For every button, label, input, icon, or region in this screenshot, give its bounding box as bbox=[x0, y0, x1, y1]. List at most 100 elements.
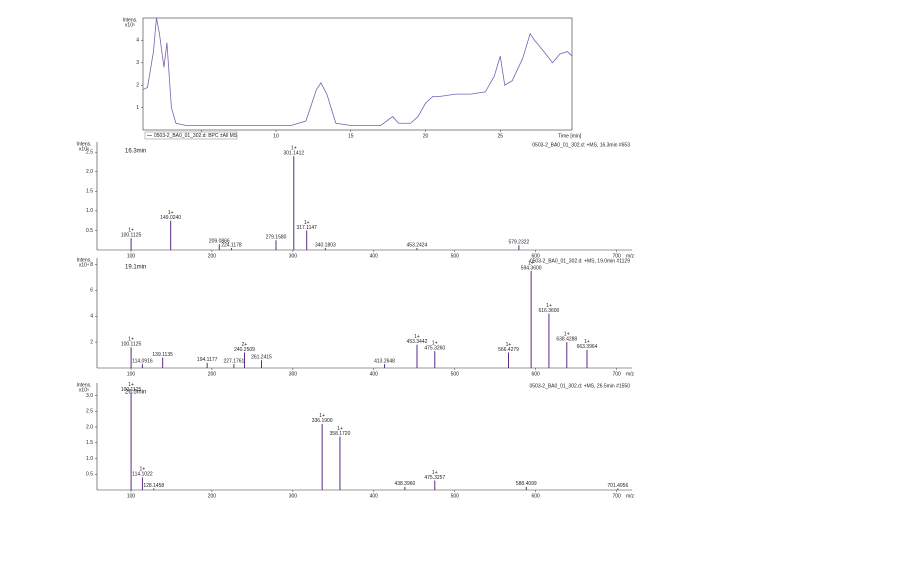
x-tick-label: 15 bbox=[348, 133, 354, 139]
x-tick-label: 700 bbox=[612, 371, 621, 377]
x-tick-label: 600 bbox=[532, 493, 541, 499]
y-tick-label: 1 bbox=[136, 105, 139, 111]
x-axis-label: m/z bbox=[626, 493, 635, 499]
peak-label: 340.1803 bbox=[315, 242, 336, 248]
peak-label: 594.3600 bbox=[521, 265, 542, 271]
peak-label: 588.4099 bbox=[516, 481, 537, 487]
charge-label: 1+ bbox=[432, 470, 438, 476]
peak-label: 194.1177 bbox=[197, 357, 218, 363]
x-tick-label: 300 bbox=[289, 493, 298, 499]
y-axis-unit: x10⁵ bbox=[125, 22, 135, 28]
x-tick-label: 700 bbox=[612, 253, 621, 259]
peak-label: 475.3257 bbox=[424, 475, 445, 481]
spectrum-header: 0503-2_BA0_01_302.d: +MS, 16.3min #653 bbox=[532, 142, 630, 148]
x-tick-label: 200 bbox=[208, 253, 217, 259]
y-tick-label: 4 bbox=[136, 38, 139, 44]
peak-label: 663.3964 bbox=[577, 344, 598, 350]
y-tick-label: 4 bbox=[90, 314, 93, 320]
charge-label: 1+ bbox=[337, 426, 343, 432]
peak-label: 358.1720 bbox=[330, 431, 351, 437]
peak-label: 438.3960 bbox=[394, 481, 415, 487]
peak-label: 279.1580 bbox=[266, 235, 287, 241]
y-tick-label: 0.5 bbox=[86, 472, 93, 478]
peak-label: 475.3260 bbox=[424, 346, 445, 352]
y-tick-label: 2 bbox=[90, 339, 93, 345]
charge-label: 1+ bbox=[140, 467, 146, 473]
x-tick-label: 600 bbox=[532, 253, 541, 259]
peak-label: 224.1178 bbox=[221, 242, 242, 248]
y-tick-label: 2.0 bbox=[86, 169, 93, 175]
charge-label: 1+ bbox=[546, 303, 552, 309]
y-tick-label: 1.0 bbox=[86, 208, 93, 214]
peak-label: 100.1125 bbox=[121, 387, 142, 393]
charge-label: 1+ bbox=[291, 145, 297, 151]
x-tick-label: 600 bbox=[532, 371, 541, 377]
charge-label: 1+ bbox=[506, 342, 512, 348]
peak-label: 317.1147 bbox=[296, 225, 317, 231]
y-axis-label: Intens. bbox=[76, 382, 91, 388]
x-tick-label: 500 bbox=[451, 493, 460, 499]
charge-label: 1+ bbox=[564, 331, 570, 337]
peak-label: 114.1022 bbox=[132, 472, 153, 478]
chromatogram-line bbox=[142, 17, 573, 126]
y-tick-label: 2.0 bbox=[86, 424, 93, 430]
charge-label: 1+ bbox=[128, 228, 134, 234]
x-tick-label: 200 bbox=[208, 493, 217, 499]
y-tick-label: 8 bbox=[90, 262, 93, 268]
charge-label: 1+ bbox=[528, 260, 534, 266]
x-tick-label: 20 bbox=[423, 133, 429, 139]
y-tick-label: 0.5 bbox=[86, 228, 93, 234]
x-tick-label: 100 bbox=[127, 253, 136, 259]
y-axis-label: Intens. bbox=[76, 141, 91, 147]
x-axis-label: m/z bbox=[626, 253, 635, 259]
y-axis-label: Intens. bbox=[76, 257, 91, 263]
y-axis-label: Intens. bbox=[122, 17, 137, 23]
y-tick-label: 3.0 bbox=[86, 393, 93, 399]
spectrum-header: 0503-2_BA0_01_302.d: +MS, 26.5min #1550 bbox=[530, 383, 631, 389]
legend-box bbox=[144, 131, 238, 140]
legend-label: 0503-2_BA0_01_302.d: BPC ±All MS bbox=[154, 133, 238, 139]
x-tick-label: 400 bbox=[370, 253, 379, 259]
y-tick-label: 1.5 bbox=[86, 440, 93, 446]
y-axis-unit: x10⁵ bbox=[79, 387, 89, 393]
charge-label: 1+ bbox=[319, 413, 325, 419]
x-tick-label: 300 bbox=[289, 253, 298, 259]
plot-frame bbox=[142, 17, 573, 131]
peak-label: 566.4279 bbox=[498, 347, 519, 353]
x-tick-label: 10 bbox=[273, 133, 279, 139]
peak-label: 638.4288 bbox=[556, 336, 577, 342]
time-label: 26.5min bbox=[125, 390, 146, 396]
peak-label: 240.2509 bbox=[234, 347, 255, 353]
peak-label: 261.2415 bbox=[251, 355, 272, 361]
charge-label: 1+ bbox=[584, 339, 590, 345]
peak-label: 453.2424 bbox=[406, 242, 427, 248]
charge-label: 1+ bbox=[128, 382, 134, 388]
peak-label: 114.0916 bbox=[132, 358, 153, 364]
x-tick-label: 25 bbox=[497, 133, 503, 139]
charge-label: 2+ bbox=[242, 342, 248, 348]
peak-label: 100.1125 bbox=[121, 342, 142, 348]
peak-label: 453.3442 bbox=[407, 339, 428, 345]
peak-label: 301.1412 bbox=[283, 150, 304, 156]
x-tick-label: 100 bbox=[127, 493, 136, 499]
peak-label: 209.0866 bbox=[209, 238, 230, 244]
y-tick-label: 3 bbox=[136, 60, 139, 66]
peak-label: 149.0240 bbox=[160, 215, 181, 221]
peak-label: 227.1761 bbox=[223, 358, 244, 364]
x-tick-label: 200 bbox=[208, 371, 217, 377]
x-tick-label: 300 bbox=[289, 371, 298, 377]
charge-label: 1+ bbox=[414, 334, 420, 340]
x-tick-label: 100 bbox=[127, 371, 136, 377]
x-tick-label: 500 bbox=[451, 371, 460, 377]
y-tick-label: 2.5 bbox=[86, 409, 93, 415]
peak-label: 336.1900 bbox=[312, 418, 333, 424]
x-axis-label: m/z bbox=[626, 371, 635, 377]
y-tick-label: 1.0 bbox=[86, 456, 93, 462]
time-label: 19.1min bbox=[125, 265, 146, 271]
charge-label: 1+ bbox=[128, 337, 134, 343]
peak-label: 100.1125 bbox=[121, 233, 142, 239]
y-tick-label: 2.5 bbox=[86, 150, 93, 156]
peak-label: 579.2322 bbox=[508, 240, 529, 246]
y-tick-label: 6 bbox=[90, 288, 93, 294]
